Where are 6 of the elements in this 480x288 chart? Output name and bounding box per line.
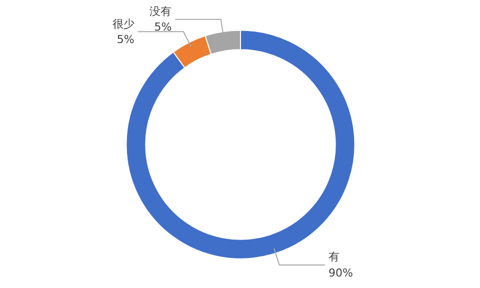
slice-label: 没有 xyxy=(150,5,172,18)
data-label: 5% xyxy=(116,32,134,46)
data-label: 5% xyxy=(154,20,172,34)
slice-label: 很少 xyxy=(112,17,134,30)
slice-label: 有 xyxy=(328,250,340,264)
data-label: 90% xyxy=(328,266,353,280)
